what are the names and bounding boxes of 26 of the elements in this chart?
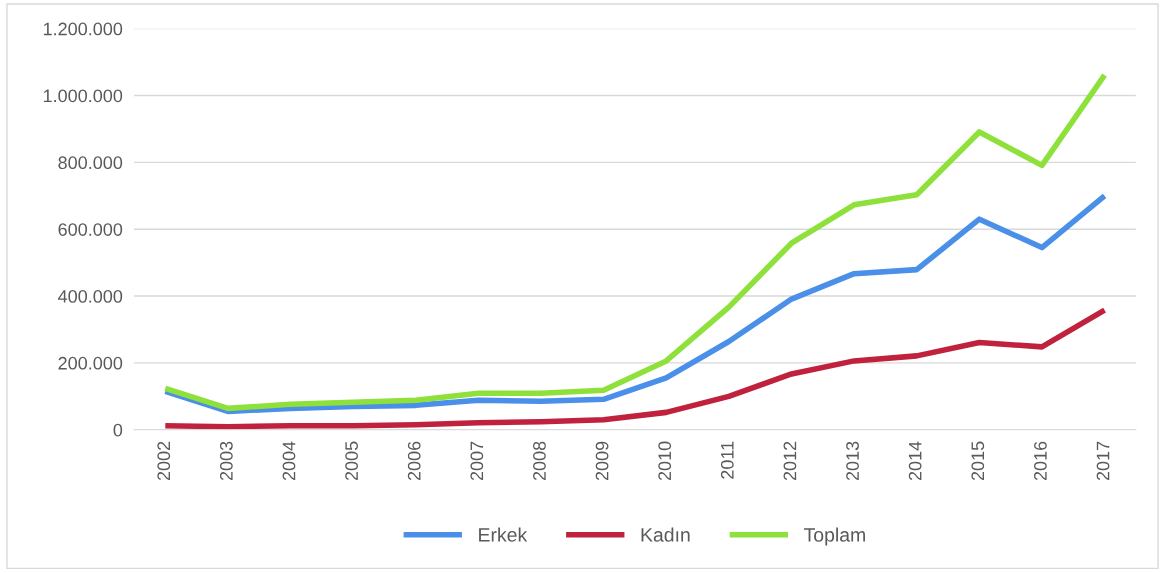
y-tick-label: 400.000 [58,289,123,303]
y-tick-label: 1.200.000 [43,22,123,36]
x-tick-label: 2011 [720,441,734,479]
x-tick-label: 2005 [345,441,358,481]
x-tick-label: 2013 [846,441,859,481]
x-tick-label: 2004 [282,441,296,481]
x-tick-label: 2017 [1096,441,1110,481]
x-tick-label: 2007 [470,441,484,481]
x-tick-label: 2009 [595,441,609,481]
legend-label: Erkek [479,527,528,542]
y-tick-label: 600.000 [58,223,123,236]
x-tick-label: 2006 [407,441,421,481]
x-tick-label: 2015 [971,441,985,481]
x-tick-label: 2002 [157,441,171,481]
legend-label: Kadın [641,527,690,542]
x-tick-label: 2016 [1034,441,1047,481]
x-tick-label: 2012 [783,441,797,481]
x-tick-label: 2003 [219,441,233,481]
y-tick-label: 0 [113,423,123,437]
y-tick-label: 1.000.000 [43,89,123,103]
y-tick-label: 200.000 [58,356,123,370]
x-tick-label: 2014 [908,441,922,481]
y-tick-label: 800.000 [58,156,123,170]
x-tick-label: 2010 [658,441,672,481]
x-tick-label: 2008 [533,441,546,481]
legend-label: Toplam [804,527,865,546]
